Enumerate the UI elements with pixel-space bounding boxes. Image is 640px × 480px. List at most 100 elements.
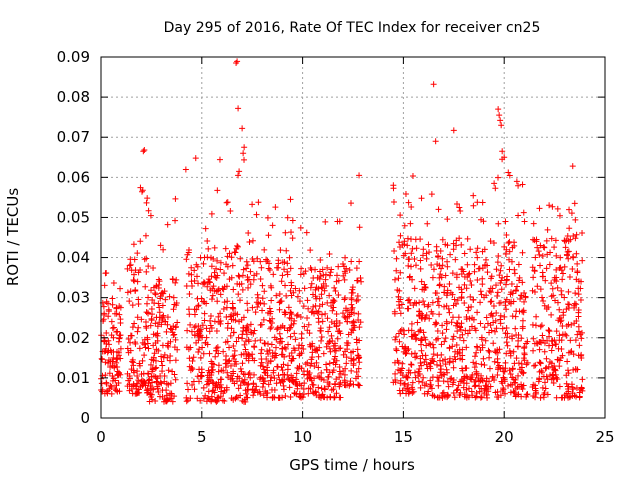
data-point xyxy=(112,377,119,384)
data-point xyxy=(475,378,482,385)
data-point xyxy=(472,327,479,334)
plot-frame xyxy=(100,56,606,419)
data-point xyxy=(328,332,335,339)
y-tick-label: 0.09 xyxy=(57,48,90,66)
data-point xyxy=(169,276,176,283)
data-point xyxy=(450,364,457,371)
data-point xyxy=(507,389,514,396)
data-point xyxy=(423,250,430,257)
data-point xyxy=(573,231,580,238)
data-point xyxy=(442,241,449,248)
data-point xyxy=(503,324,510,331)
data-point xyxy=(495,174,502,181)
data-point xyxy=(488,310,495,317)
data-point xyxy=(514,283,521,290)
data-point xyxy=(418,337,425,344)
data-point xyxy=(199,322,206,329)
data-point xyxy=(197,254,204,261)
data-point xyxy=(158,353,165,360)
data-point xyxy=(158,290,165,297)
data-point xyxy=(326,337,333,344)
data-point xyxy=(422,284,429,291)
data-point xyxy=(560,309,567,316)
data-point xyxy=(424,220,431,227)
data-point xyxy=(259,383,266,390)
data-point xyxy=(440,378,447,385)
data-point xyxy=(245,380,252,387)
data-point xyxy=(572,235,579,242)
data-point xyxy=(294,311,301,318)
data-point xyxy=(452,256,459,263)
data-point xyxy=(312,286,319,293)
data-point xyxy=(298,342,305,349)
data-point xyxy=(332,347,339,354)
data-point xyxy=(438,341,445,348)
data-point xyxy=(518,335,525,342)
data-point xyxy=(234,58,241,65)
data-point xyxy=(125,349,132,356)
data-point xyxy=(222,356,229,363)
data-point xyxy=(230,396,237,403)
data-point xyxy=(187,321,194,328)
data-point xyxy=(138,379,145,386)
data-point xyxy=(548,376,555,383)
data-point xyxy=(350,362,357,369)
data-point xyxy=(479,281,486,288)
data-point xyxy=(318,333,325,340)
data-point xyxy=(305,371,312,378)
data-point xyxy=(455,382,462,389)
data-point xyxy=(468,376,475,383)
data-point xyxy=(546,342,553,349)
data-point xyxy=(434,352,441,359)
data-point xyxy=(354,346,361,353)
data-point xyxy=(459,346,466,353)
data-point xyxy=(480,218,487,225)
data-point xyxy=(429,341,436,348)
data-point xyxy=(324,315,331,322)
data-point xyxy=(550,366,557,373)
data-point xyxy=(354,277,361,284)
data-point xyxy=(200,298,207,305)
data-point xyxy=(328,266,335,273)
x-tick-label: 20 xyxy=(495,428,514,446)
data-point xyxy=(521,350,528,357)
data-point xyxy=(543,237,550,244)
data-point xyxy=(197,354,204,361)
data-point xyxy=(309,291,316,298)
data-point xyxy=(450,127,457,134)
data-point xyxy=(129,302,136,309)
data-point xyxy=(216,383,223,390)
data-point xyxy=(483,292,490,299)
data-point xyxy=(419,252,426,259)
data-point xyxy=(247,374,254,381)
data-point xyxy=(453,319,460,326)
data-point xyxy=(486,354,493,361)
data-point xyxy=(146,376,153,383)
data-point xyxy=(393,267,400,274)
data-point xyxy=(251,371,258,378)
data-point xyxy=(235,105,242,112)
data-point xyxy=(154,323,161,330)
data-point xyxy=(318,311,325,318)
data-point xyxy=(405,369,412,376)
data-point xyxy=(117,285,124,292)
data-point xyxy=(103,379,110,386)
data-point xyxy=(256,388,263,395)
data-point xyxy=(223,304,230,311)
data-point xyxy=(205,388,212,395)
data-point xyxy=(486,365,493,372)
data-point xyxy=(405,262,412,269)
data-point xyxy=(172,376,179,383)
data-point xyxy=(203,334,210,341)
x-axis-title: GPS time / hours xyxy=(289,456,415,474)
data-point xyxy=(494,289,501,296)
data-point xyxy=(449,270,456,277)
data-point xyxy=(213,274,220,281)
data-point xyxy=(186,290,193,297)
data-point xyxy=(266,347,273,354)
data-point xyxy=(325,383,332,390)
data-point xyxy=(287,393,294,400)
data-point xyxy=(513,332,520,339)
data-point xyxy=(450,240,457,247)
data-point xyxy=(342,254,349,261)
